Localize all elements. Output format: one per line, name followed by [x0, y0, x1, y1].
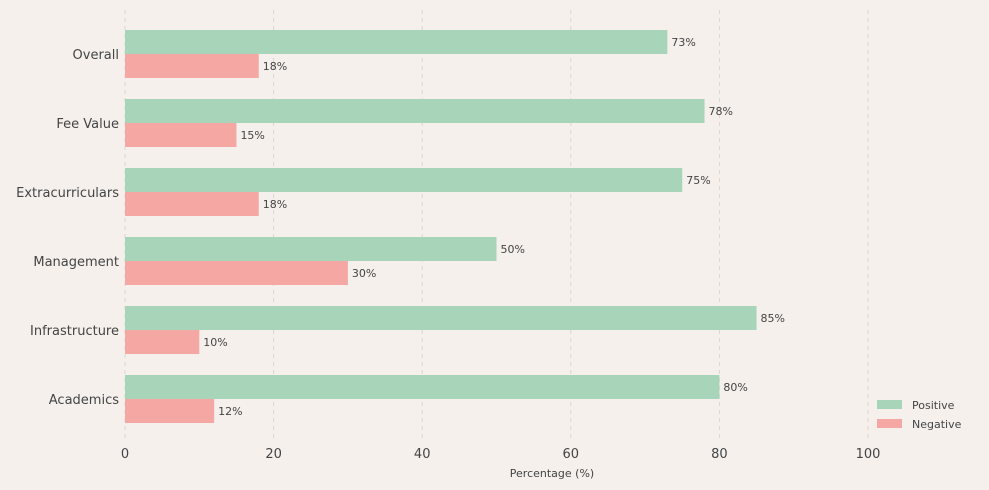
- legend-swatch: [877, 400, 902, 409]
- bar-negative: [125, 192, 259, 216]
- bar-positive: [125, 99, 705, 123]
- data-label: 30%: [352, 267, 376, 280]
- data-label: 75%: [686, 174, 710, 187]
- tick-label: 0: [121, 447, 129, 462]
- bar-negative: [125, 261, 348, 285]
- bar-negative: [125, 54, 259, 78]
- x-axis-ticks: 0 20 40 60 80 100: [121, 447, 881, 462]
- bar-negative: [125, 123, 237, 147]
- category-labels: Overall Fee Value Extracurriculars Manageme…: [16, 48, 119, 408]
- bars: 73% 18% 78% 15% 75% 18% 50% 30% 85% 10% 80% 12%: [125, 30, 785, 423]
- category-label: Infrastructure: [30, 324, 119, 339]
- data-label: 50%: [501, 243, 525, 256]
- category-label: Overall: [73, 48, 119, 63]
- legend-swatch: [877, 419, 902, 428]
- category-label: Fee Value: [56, 117, 119, 132]
- data-label: 78%: [709, 105, 733, 118]
- category-label: Management: [33, 255, 119, 270]
- bar-negative: [125, 399, 215, 423]
- data-label: 80%: [723, 381, 747, 394]
- data-label: 85%: [761, 312, 785, 325]
- category-label: Academics: [49, 393, 119, 408]
- grid-lines: [124, 10, 869, 442]
- data-label: 18%: [263, 60, 287, 73]
- data-label: 18%: [263, 198, 287, 211]
- bar-positive: [125, 168, 683, 192]
- legend-label: Positive: [912, 399, 955, 412]
- bar-positive: [125, 30, 668, 54]
- tick-label: 20: [265, 447, 282, 462]
- tick-label: 80: [711, 447, 728, 462]
- data-label: 10%: [203, 336, 227, 349]
- tick-label: 100: [856, 447, 881, 462]
- x-axis-title: Percentage (%): [510, 467, 594, 480]
- bar-positive: [125, 306, 757, 330]
- bar-positive: [125, 237, 497, 261]
- category-label: Extracurriculars: [16, 186, 119, 201]
- data-label: 73%: [671, 36, 695, 49]
- bar-positive: [125, 375, 720, 399]
- bar-negative: [125, 330, 200, 354]
- tick-label: 60: [563, 447, 580, 462]
- legend: Positive Negative: [877, 399, 962, 431]
- tick-label: 40: [414, 447, 431, 462]
- legend-label: Negative: [912, 418, 962, 431]
- data-label: 15%: [240, 129, 264, 142]
- data-label: 12%: [218, 405, 242, 418]
